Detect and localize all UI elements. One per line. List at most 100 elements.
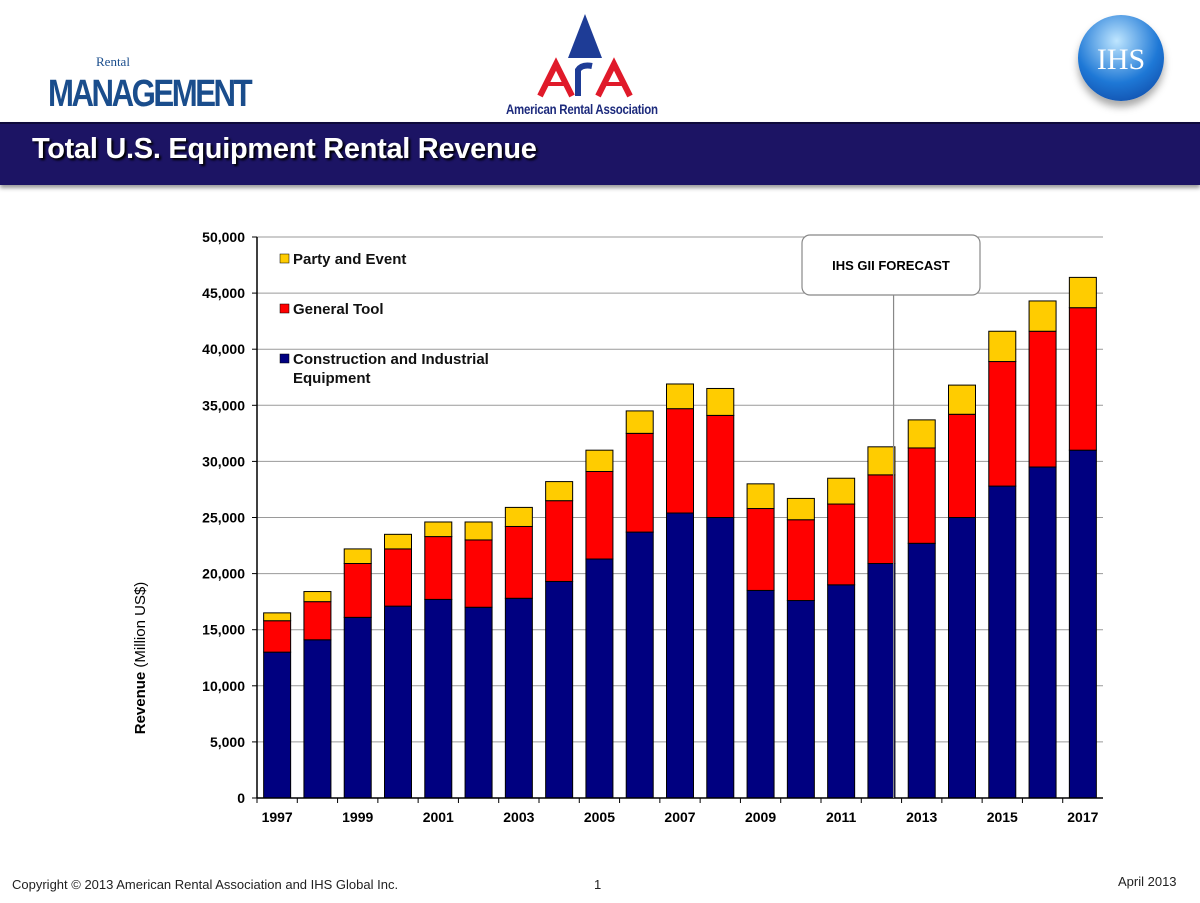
bar-segment <box>585 449 614 472</box>
bar-segment <box>504 525 533 599</box>
bar-segment <box>827 477 856 505</box>
bar-segment <box>706 517 735 799</box>
bar-segment <box>867 446 896 476</box>
bar-segment <box>907 419 936 449</box>
bar-segment <box>625 432 654 533</box>
y-tick-label: 40,000 <box>202 341 245 357</box>
bar-segment <box>988 330 1017 363</box>
ihs-logo: IHS <box>1078 15 1164 101</box>
bar-segment <box>343 616 372 799</box>
bar-segment <box>746 483 775 510</box>
x-tick-label: 1999 <box>342 809 373 825</box>
y-tick-label: 50,000 <box>202 229 245 245</box>
ara-logo-icon <box>537 14 633 98</box>
bar-segment <box>1028 330 1057 468</box>
bar-segment <box>706 414 735 518</box>
bar-segment <box>907 542 936 799</box>
bar-segment <box>786 519 815 602</box>
bar-segment <box>303 639 332 799</box>
ihs-logo-text: IHS <box>1096 43 1146 76</box>
bar-segment <box>786 600 815 799</box>
forecast-callout-box <box>801 234 981 296</box>
bar-segment <box>666 383 694 410</box>
y-tick-label: 35,000 <box>202 397 245 413</box>
bar-segment <box>786 497 815 521</box>
copyright-text: Copyright © 2013 American Rental Associa… <box>12 877 399 892</box>
bar-segment <box>343 548 372 565</box>
y-axis-label-unit: (Million US$) <box>132 582 149 672</box>
date-text: April 2013 <box>1118 874 1177 889</box>
x-tick-label: 2001 <box>423 809 454 825</box>
bar-segment <box>424 536 453 600</box>
bar-segment <box>666 408 694 514</box>
bar-segment <box>706 387 735 416</box>
x-tick-label: 2017 <box>1067 809 1098 825</box>
bar-segment <box>1028 466 1057 799</box>
x-tick-label: 2013 <box>906 809 937 825</box>
bar-segment <box>948 413 976 518</box>
bar-segment <box>1028 300 1057 332</box>
bar-segment <box>1068 449 1097 799</box>
bar-segment <box>988 485 1017 799</box>
x-tick-label: 2003 <box>503 809 534 825</box>
legend-label-line: Equipment <box>293 370 371 387</box>
y-tick-label: 45,000 <box>202 285 245 301</box>
legend-label-line: Construction and Industrial <box>293 351 489 368</box>
bar-segment <box>464 521 493 541</box>
bar-segment <box>263 612 292 622</box>
bar-segment <box>827 503 856 586</box>
rental-management-logo: MANAGEMENT <box>48 73 253 115</box>
legend-swatch <box>279 353 290 364</box>
bar-segment <box>303 591 332 603</box>
legend-label: Party and Event <box>293 251 406 268</box>
bar-segment <box>585 558 614 799</box>
bar-segment <box>907 447 936 544</box>
legend-label: General Tool <box>293 301 384 318</box>
ara-logo-text: American Rental Association <box>506 101 658 117</box>
bar-segment <box>263 651 292 799</box>
bar-segment <box>666 512 694 799</box>
bar-segment <box>384 533 412 550</box>
bar-segment <box>746 508 775 591</box>
bar-segment <box>545 500 574 582</box>
y-tick-label: 5,000 <box>210 734 245 750</box>
bar-segment <box>746 589 775 799</box>
stacked-bar-chart: 0 5,000 10,000 15,000 20,000 25,000 30,000 35,0… <box>132 229 1103 825</box>
y-tick-label: 30,000 <box>202 453 245 469</box>
bar-segment <box>948 517 976 799</box>
y-tick-label: 0 <box>237 790 245 806</box>
bar-segment <box>585 470 614 560</box>
x-tick-label: 2009 <box>745 809 776 825</box>
x-tick-label: 2011 <box>826 809 857 825</box>
y-tick-label: 15,000 <box>202 622 245 638</box>
legend-swatch <box>279 303 290 314</box>
x-tick-label: 1997 <box>262 809 293 825</box>
bar-segment <box>827 584 856 799</box>
bar-segment <box>948 384 976 415</box>
x-tick-label: 2015 <box>987 809 1018 825</box>
bar-segment <box>303 601 332 641</box>
title-band <box>0 122 1200 185</box>
bar-segment <box>545 481 574 502</box>
legend-swatch <box>279 253 290 264</box>
bar-segment <box>384 605 412 799</box>
bar-segment <box>343 563 372 618</box>
bar-segment <box>1068 276 1097 309</box>
bar-segment <box>263 620 292 653</box>
bar-segment <box>464 539 493 608</box>
bar-segment <box>867 563 896 799</box>
rental-management-logo-small: Rental <box>96 54 130 69</box>
y-axis-label-bold: Revenue <box>132 672 149 735</box>
bar-segment <box>424 521 453 538</box>
bar-segment <box>504 506 533 527</box>
bar-segment <box>625 410 654 434</box>
y-axis-label: Revenue (Million US$) <box>132 582 149 735</box>
bar-segment <box>384 548 412 607</box>
bar-segment <box>464 606 493 799</box>
y-tick-label: 20,000 <box>202 566 245 582</box>
bar-segment <box>1068 307 1097 451</box>
bar-segment <box>625 531 654 799</box>
y-tick-label: 25,000 <box>202 510 245 526</box>
legend-label: Construction and Industrial Equipment <box>293 351 489 387</box>
bar-segment <box>545 580 574 799</box>
